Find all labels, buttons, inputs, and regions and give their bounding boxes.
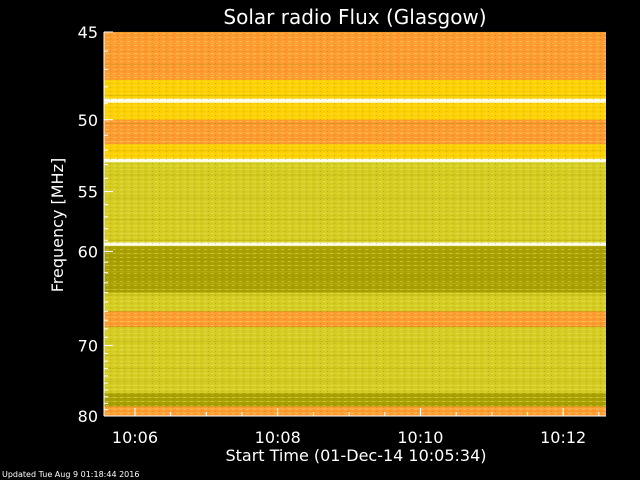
updated-timestamp: Updated Tue Aug 9 01:18:44 2016	[2, 470, 140, 479]
y-tick-label: 60	[78, 242, 98, 261]
plot-area	[104, 31, 610, 416]
y-tick-label: 55	[78, 183, 98, 202]
x-tick-label: 10:12	[540, 428, 586, 447]
x-tick-label: 10:08	[255, 428, 301, 447]
x-axis-label: Start Time (01-Dec-14 10:05:34)	[225, 446, 486, 465]
y-tick-label: 80	[78, 407, 98, 426]
x-tick-label: 10:10	[397, 428, 443, 447]
y-axis-label: Frequency [MHz]	[48, 158, 67, 292]
y-tick-label: 70	[78, 336, 98, 355]
x-axis: 10:06 10:08 10:10 10:12	[104, 408, 606, 447]
y-axis: 45 50 55 60 70 80	[78, 23, 113, 426]
plot-right-margin	[606, 32, 610, 416]
y-tick-label: 50	[78, 111, 98, 130]
x-tick-label: 10:06	[112, 428, 158, 447]
noise-texture	[104, 32, 606, 416]
y-tick-label: 45	[78, 23, 98, 42]
chart-title: Solar radio Flux (Glasgow)	[223, 5, 486, 29]
